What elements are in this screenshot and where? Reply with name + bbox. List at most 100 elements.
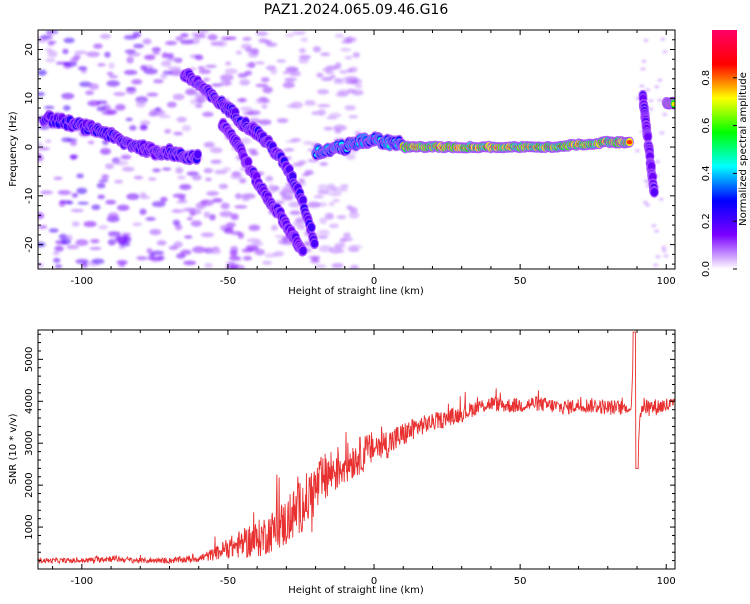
spectrogram-noise-blob	[184, 235, 193, 239]
spectrogram-noise-blob	[207, 34, 218, 41]
spectrogram-noise-blob	[161, 167, 172, 171]
spectrogram-noise-blob	[340, 47, 352, 52]
spectrogram-noise-blob	[195, 103, 203, 108]
spectrogram-noise-blob	[48, 228, 59, 233]
spectrogram-noise-blob	[220, 202, 230, 210]
spectrogram-noise-blob	[281, 194, 294, 201]
ridge-body	[194, 150, 202, 159]
spectrogram-noise-blob	[62, 48, 69, 55]
spectrogram-noise-blob	[43, 105, 55, 110]
spectrogram-noise-blob	[89, 246, 102, 251]
spectrogram-noise-blob	[83, 221, 97, 228]
spectrogram-noise-blob	[57, 190, 72, 195]
spectrogram-noise-blob	[328, 191, 342, 197]
spectrogram-noise-blob	[114, 179, 123, 184]
spectrogram-noise-blob	[108, 62, 115, 69]
spectrogram-noise-blob	[75, 258, 89, 265]
spectrogram-noise-blob	[236, 98, 248, 103]
colorbar-ticks: 0.0 0.2 0.4 0.6 0.8	[701, 70, 737, 277]
spectrogram-noise-blob	[143, 68, 158, 75]
spectrogram-noise-blob	[151, 201, 166, 208]
colorbar-gradient	[712, 30, 737, 269]
spectrogram-noise-blob	[641, 59, 647, 63]
spectrogram-noise-blob	[160, 196, 168, 203]
spectrogram-noise-blob	[106, 71, 114, 76]
spectrogram-noise-blob	[317, 104, 331, 108]
spectrogram-noise-blob	[277, 239, 289, 245]
spectrogram-noise-blob	[334, 243, 346, 249]
spectrogram-noise-blob	[114, 160, 129, 166]
spectrogram-noise-blob	[172, 93, 185, 101]
y-tick-label: 5000	[24, 347, 35, 372]
spectrogram-noise-blob	[645, 88, 651, 92]
spectrogram-noise-blob	[329, 112, 342, 118]
spectrogram-noise-blob	[216, 40, 228, 48]
spectrogram-noise-blob	[61, 92, 75, 100]
spectrogram-noise-blob	[223, 227, 234, 234]
y-tick-label: 2000	[24, 472, 35, 497]
spectrogram-noise-blob	[183, 260, 197, 266]
spectrogram-noise-blob	[87, 140, 95, 145]
spectrogram-noise-blob	[38, 147, 51, 151]
spectrogram-noise-blob	[651, 224, 657, 228]
spectrogram-noise-blob	[270, 68, 278, 75]
spectrogram-noise-blob	[643, 179, 649, 183]
snr-x-label: Height of straight line (km)	[288, 585, 424, 596]
spectrogram-noise-blob	[46, 30, 54, 37]
spectrogram-noise-blob	[75, 239, 89, 246]
spectrogram-noise-blob	[191, 32, 206, 37]
spectrogram-noise-blob	[284, 77, 298, 81]
spectrogram-noise-blob	[337, 89, 351, 96]
spectrogram-noise-blob	[273, 251, 285, 257]
x-tick-label: 100	[657, 276, 676, 287]
spectrogram-noise-blob	[203, 167, 214, 174]
spectrogram-noise-blob	[153, 79, 164, 84]
spectrogram-noise-blob	[340, 184, 349, 188]
spectrogram-noise-blob	[243, 255, 252, 261]
spectrogram-noise-blob	[211, 83, 224, 87]
spectrogram-noise-blob	[224, 68, 238, 75]
spectrogram-noise-blob	[210, 159, 222, 164]
spectrogram-noise-blob	[248, 50, 259, 58]
spectrogram-noise-blob	[132, 222, 143, 227]
spectrogram-noise-blob	[323, 126, 334, 131]
spectrogram-noise-blob	[317, 188, 324, 196]
snr-frame	[37, 329, 676, 570]
spectrogram-noise-blob	[235, 50, 243, 55]
spectrogram-noise-blob	[145, 217, 156, 221]
spectrogram-noise-blob	[205, 64, 217, 68]
spectrogram-noise-blob	[348, 211, 360, 219]
spectrogram-noise-blob	[655, 255, 661, 259]
spectrogram-noise-blob	[194, 54, 204, 61]
spectrogram-noise-blob	[320, 76, 333, 82]
spectrogram-noise-blob	[135, 100, 146, 108]
x-tick-label: -50	[220, 276, 236, 287]
spectrogram-noise-blob	[319, 162, 329, 166]
spectrogram-noise-blob	[70, 154, 77, 161]
spectrogram-noise-blob	[334, 62, 342, 70]
spectrogram-noise-blob	[116, 204, 130, 211]
spectrogram-noise-blob	[173, 241, 183, 248]
spectrogram-noise-blob	[54, 245, 64, 252]
spectrogram-noise-blob	[106, 80, 120, 87]
spectrogram-ridge	[638, 89, 659, 198]
spectrogram-noise-blob	[355, 84, 363, 89]
spectrogram-noise-blob	[172, 209, 182, 213]
spectrogram-noise-blob	[204, 262, 213, 269]
spectrogram-noise-blob	[173, 131, 183, 136]
spectrogram-noise-blob	[332, 199, 340, 203]
spectrogram-noise-blob	[90, 238, 100, 244]
spectrogram-noise-blob	[237, 73, 248, 78]
spectrogram-noise-blob	[255, 31, 268, 36]
spectrogram-noise-blob	[334, 128, 342, 134]
spectrogram-noise-blob	[195, 202, 206, 210]
spectrogram-noise-blob	[97, 62, 106, 67]
spectrogram-noise-blob	[337, 249, 346, 253]
spectrogram-noise-blob	[63, 37, 75, 44]
y-tick-label: 3000	[24, 430, 35, 455]
spectrogram-noise-blob	[107, 239, 116, 246]
y-tick-label: 1000	[24, 514, 35, 539]
spectrogram-noise-blob	[247, 148, 258, 153]
